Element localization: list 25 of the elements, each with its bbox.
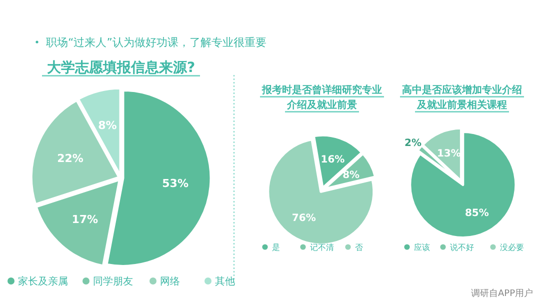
legend-label: 说不好 bbox=[450, 242, 474, 252]
text: 职场“过来人”认为做好功课，了解专业很重要 bbox=[46, 36, 266, 49]
data-label: 17% bbox=[72, 212, 98, 226]
chart-title: 大学志愿填报信息来源? bbox=[46, 60, 196, 76]
chart-title: 高中是否应该增加专业介绍及就业前景相关课程 bbox=[402, 84, 522, 111]
data-label: 16% bbox=[320, 154, 345, 166]
text: 调研自APP用户 bbox=[470, 288, 533, 299]
data-label: 53% bbox=[162, 176, 188, 190]
data-label: 13% bbox=[436, 148, 461, 160]
legend-label: 没必要 bbox=[500, 242, 524, 252]
data-label: 85% bbox=[464, 208, 489, 219]
data-label: 8% bbox=[98, 119, 117, 132]
legend-label: 网络 bbox=[160, 276, 180, 288]
legend-label: 同学朋友 bbox=[93, 276, 133, 288]
legend-label: 记不清 bbox=[310, 242, 334, 252]
data-label: 8% bbox=[342, 170, 360, 182]
legend-label: 应该 bbox=[414, 242, 430, 252]
chart-title: 报考时是否曾详细研究专业介绍及就业前景 bbox=[261, 84, 382, 111]
legend-label: 否 bbox=[355, 242, 363, 252]
legend-label: 家长及亲属 bbox=[18, 276, 68, 288]
data-label: 22% bbox=[57, 152, 84, 165]
data-label: 76% bbox=[292, 212, 316, 224]
legend-label: 是 bbox=[272, 242, 280, 252]
legend-label: 其他 bbox=[215, 276, 235, 288]
data-label: 2% bbox=[404, 138, 422, 149]
